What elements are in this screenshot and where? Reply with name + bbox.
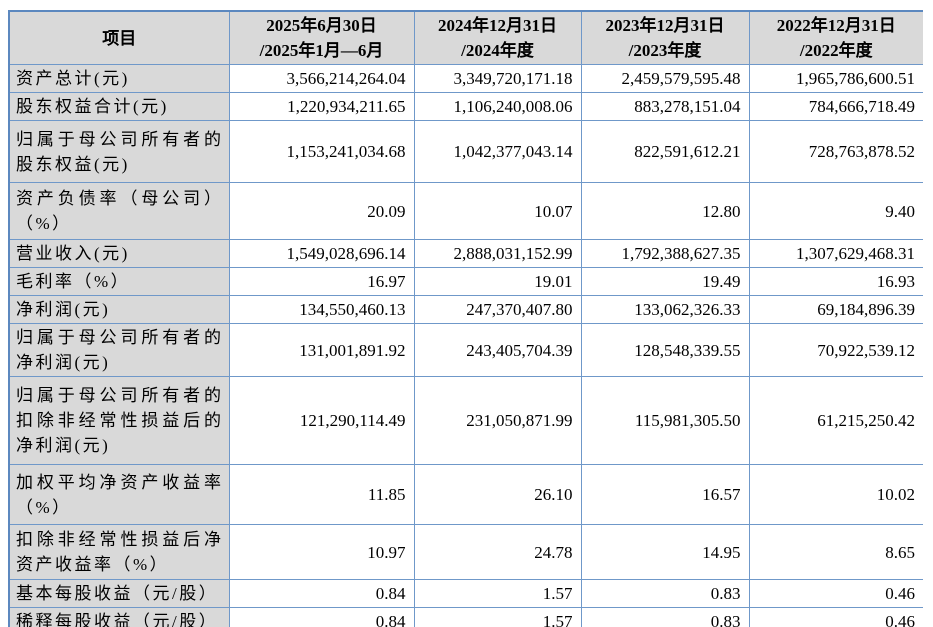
row-label: 稀释每股收益（元/股）	[8, 607, 230, 627]
financial-table: 项目 2025年6月30日 /2025年1月—6月 2024年12月31日 /2…	[8, 10, 923, 627]
cell-value: 0.84	[228, 579, 415, 608]
table-row: 净利润(元) 134,550,460.13 247,370,407.80 133…	[8, 295, 923, 324]
row-label: 净利润(元)	[8, 295, 230, 324]
table-row: 归属于母公司所有者的股东权益(元) 1,153,241,034.68 1,042…	[8, 120, 923, 183]
cell-value: 1,792,388,627.35	[580, 239, 750, 268]
cell-value: 0.83	[580, 607, 750, 627]
cell-value: 70,922,539.12	[748, 323, 923, 377]
cell-value: 2,459,579,595.48	[580, 64, 750, 93]
cell-value: 0.46	[748, 607, 923, 627]
cell-value: 12.80	[580, 182, 750, 240]
cell-value: 134,550,460.13	[228, 295, 415, 324]
row-label: 资产负债率（母公司）（%）	[8, 182, 230, 240]
table-row: 加权平均净资产收益率（%） 11.85 26.10 16.57 10.02	[8, 464, 923, 525]
table-row: 股东权益合计(元) 1,220,934,211.65 1,106,240,008…	[8, 92, 923, 121]
header-period-line2: /2023年度	[628, 41, 702, 60]
cell-value: 121,290,114.49	[228, 376, 415, 465]
cell-value: 1,042,377,043.14	[413, 120, 582, 183]
cell-value: 2,888,031,152.99	[413, 239, 582, 268]
row-label: 股东权益合计(元)	[8, 92, 230, 121]
table-row: 归属于母公司所有者的扣除非经常性损益后的净利润(元) 121,290,114.4…	[8, 376, 923, 465]
cell-value: 728,763,878.52	[748, 120, 923, 183]
cell-value: 0.84	[228, 607, 415, 627]
cell-value: 16.57	[580, 464, 750, 525]
cell-value: 1,307,629,468.31	[748, 239, 923, 268]
cell-value: 10.02	[748, 464, 923, 525]
table-row: 扣除非经常性损益后净资产收益率（%） 10.97 24.78 14.95 8.6…	[8, 524, 923, 580]
cell-value: 11.85	[228, 464, 415, 525]
cell-value: 1.57	[413, 579, 582, 608]
cell-value: 243,405,704.39	[413, 323, 582, 377]
row-label: 毛利率（%）	[8, 267, 230, 296]
table-row: 营业收入(元) 1,549,028,696.14 2,888,031,152.9…	[8, 239, 923, 268]
table-row: 基本每股收益（元/股） 0.84 1.57 0.83 0.46	[8, 579, 923, 608]
cell-value: 0.83	[580, 579, 750, 608]
cell-value: 1,220,934,211.65	[228, 92, 415, 121]
cell-value: 16.97	[228, 267, 415, 296]
financial-summary-table: 项目 2025年6月30日 /2025年1月—6月 2024年12月31日 /2…	[8, 10, 923, 627]
cell-value: 1,965,786,600.51	[748, 64, 923, 93]
row-label: 扣除非经常性损益后净资产收益率（%）	[8, 524, 230, 580]
cell-value: 10.97	[228, 524, 415, 580]
cell-value: 1,549,028,696.14	[228, 239, 415, 268]
cell-value: 8.65	[748, 524, 923, 580]
cell-value: 784,666,718.49	[748, 92, 923, 121]
cell-value: 231,050,871.99	[413, 376, 582, 465]
row-label: 资产总计(元)	[8, 64, 230, 93]
header-period-2022: 2022年12月31日 /2022年度	[748, 10, 923, 65]
cell-value: 3,349,720,171.18	[413, 64, 582, 93]
table-row: 资产总计(元) 3,566,214,264.04 3,349,720,171.1…	[8, 64, 923, 93]
cell-value: 1,153,241,034.68	[228, 120, 415, 183]
table-row: 归属于母公司所有者的净利润(元) 131,001,891.92 243,405,…	[8, 323, 923, 377]
header-period-line1: 2025年6月30日	[266, 16, 377, 35]
row-label: 归属于母公司所有者的净利润(元)	[8, 323, 230, 377]
cell-value: 69,184,896.39	[748, 295, 923, 324]
cell-value: 822,591,612.21	[580, 120, 750, 183]
header-period-2024: 2024年12月31日 /2024年度	[413, 10, 582, 65]
cell-value: 131,001,891.92	[228, 323, 415, 377]
cell-value: 19.01	[413, 267, 582, 296]
header-period-2025: 2025年6月30日 /2025年1月—6月	[228, 10, 415, 65]
cell-value: 883,278,151.04	[580, 92, 750, 121]
header-period-line2: /2022年度	[799, 41, 873, 60]
header-period-line1: 2022年12月31日	[776, 16, 896, 35]
row-label: 归属于母公司所有者的扣除非经常性损益后的净利润(元)	[8, 376, 230, 465]
cell-value: 16.93	[748, 267, 923, 296]
cell-value: 128,548,339.55	[580, 323, 750, 377]
header-item: 项目	[8, 10, 230, 65]
cell-value: 24.78	[413, 524, 582, 580]
cell-value: 247,370,407.80	[413, 295, 582, 324]
header-period-line2: /2025年1月—6月	[259, 41, 384, 60]
cell-value: 26.10	[413, 464, 582, 525]
row-label: 营业收入(元)	[8, 239, 230, 268]
cell-value: 19.49	[580, 267, 750, 296]
header-row: 项目 2025年6月30日 /2025年1月—6月 2024年12月31日 /2…	[8, 10, 923, 65]
cell-value: 0.46	[748, 579, 923, 608]
cell-value: 10.07	[413, 182, 582, 240]
cell-value: 133,062,326.33	[580, 295, 750, 324]
table-row: 稀释每股收益（元/股） 0.84 1.57 0.83 0.46	[8, 607, 923, 627]
cell-value: 1.57	[413, 607, 582, 627]
row-label: 归属于母公司所有者的股东权益(元)	[8, 120, 230, 183]
header-period-line2: /2024年度	[461, 41, 534, 60]
cell-value: 9.40	[748, 182, 923, 240]
cell-value: 61,215,250.42	[748, 376, 923, 465]
header-period-line1: 2023年12月31日	[605, 16, 725, 35]
row-label: 加权平均净资产收益率（%）	[8, 464, 230, 525]
cell-value: 115,981,305.50	[580, 376, 750, 465]
row-label: 基本每股收益（元/股）	[8, 579, 230, 608]
header-period-2023: 2023年12月31日 /2023年度	[580, 10, 750, 65]
cell-value: 20.09	[228, 182, 415, 240]
header-period-line1: 2024年12月31日	[438, 16, 557, 35]
table-row: 资产负债率（母公司）（%） 20.09 10.07 12.80 9.40	[8, 182, 923, 240]
cell-value: 1,106,240,008.06	[413, 92, 582, 121]
cell-value: 3,566,214,264.04	[228, 64, 415, 93]
cell-value: 14.95	[580, 524, 750, 580]
table-row: 毛利率（%） 16.97 19.01 19.49 16.93	[8, 267, 923, 296]
